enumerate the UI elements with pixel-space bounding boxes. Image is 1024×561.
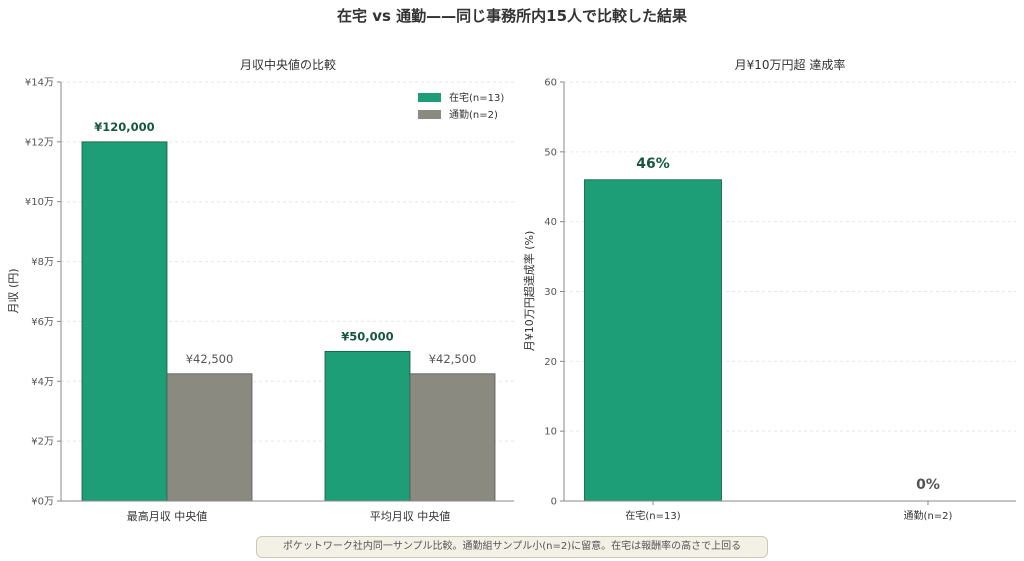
y-tick-label: 30 <box>544 287 557 298</box>
monthly-income-chart: 月収中央値の比較 ¥120,000 ¥42,500 ¥50,000 ¥42,500 ¥… <box>7 57 514 523</box>
legend-label-home: 在宅(n=13) <box>449 91 504 104</box>
x-tick-label: 在宅(n=13) <box>625 509 680 522</box>
left-bars: ¥120,000 ¥42,500 ¥50,000 ¥42,500 <box>81 120 496 502</box>
legend: 在宅(n=13) 通勤(n=2) <box>418 91 504 121</box>
bar <box>81 141 168 502</box>
x-tick-label: 最高月収 中央値 <box>127 509 208 523</box>
right-chart-title: 月¥10万円超 達成率 <box>735 57 846 72</box>
legend-swatch-commute <box>418 110 441 119</box>
bar <box>409 373 496 502</box>
y-tick-label: ¥6万 <box>31 317 54 328</box>
y-tick-label: 20 <box>544 357 557 368</box>
right-y-axis-label: 月¥10万円超達成率 (%) <box>522 231 536 352</box>
legend-label-commute: 通勤(n=2) <box>449 108 498 121</box>
right-x-ticks: 在宅(n=13) 通勤(n=2) <box>625 501 953 522</box>
footnote: ポケットワーク社内同一サンプル比較。通勤組サンプル小(n=2)に留意。在宅は報酬… <box>256 536 768 558</box>
y-tick-label: ¥10万 <box>25 197 54 208</box>
legend-swatch-home <box>418 93 441 102</box>
x-tick-label: 平均月収 中央値 <box>370 510 451 523</box>
data-label: ¥120,000 <box>94 120 154 134</box>
y-tick-label: ¥14万 <box>25 78 54 89</box>
left-x-ticks: 最高月収 中央値 平均月収 中央値 <box>127 509 451 523</box>
y-tick-label: ¥12万 <box>25 137 54 148</box>
x-tick-label: 通勤(n=2) <box>904 509 953 522</box>
data-label: 0% <box>916 477 940 493</box>
y-tick-label: 0 <box>551 497 557 508</box>
y-tick-label: ¥4万 <box>31 377 54 388</box>
data-label: ¥42,500 <box>186 352 234 366</box>
right-bars: 46% 0% <box>584 156 940 502</box>
figure-title: 在宅 vs 通勤——同じ事務所内15人で比較した結果 <box>337 7 688 25</box>
data-label: 46% <box>636 156 670 172</box>
right-y-ticks: 0 10 20 30 40 50 60 <box>544 78 564 508</box>
y-tick-label: ¥0万 <box>31 497 54 508</box>
bar <box>166 373 253 502</box>
y-tick-label: 10 <box>544 427 557 438</box>
data-label: ¥42,500 <box>429 352 477 366</box>
bar <box>584 179 722 502</box>
data-label: ¥50,000 <box>341 329 393 343</box>
y-tick-label: ¥8万 <box>31 257 54 268</box>
achievement-rate-chart: 月¥10万円超 達成率 46% 0% 0 10 20 30 40 50 60 在宅(n=13)… <box>522 57 1016 522</box>
y-tick-label: ¥2万 <box>31 437 54 448</box>
y-tick-label: 50 <box>544 147 557 158</box>
left-y-ticks: ¥0万 ¥2万 ¥4万 ¥6万 ¥8万 ¥10万 ¥12万 ¥14万 <box>25 78 61 508</box>
bar <box>324 350 411 502</box>
y-tick-label: 40 <box>544 217 557 228</box>
y-tick-label: 60 <box>544 78 557 89</box>
left-y-axis-label: 月収 (円) <box>7 268 20 313</box>
left-chart-title: 月収中央値の比較 <box>240 57 336 72</box>
